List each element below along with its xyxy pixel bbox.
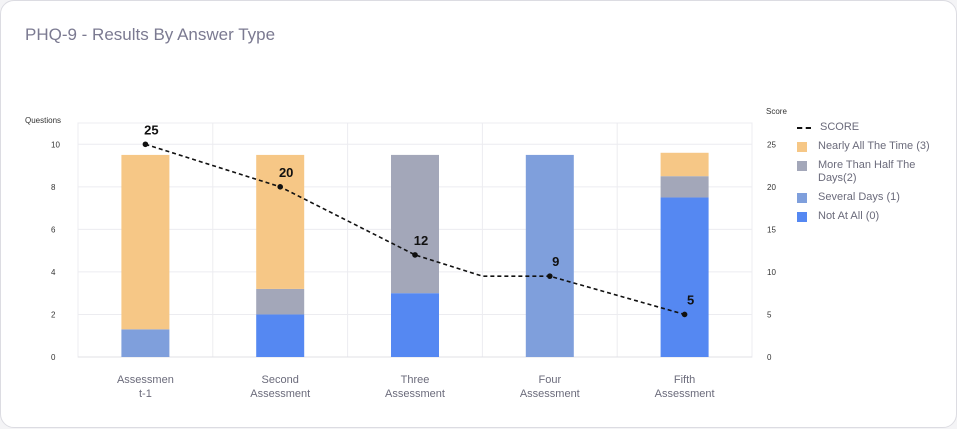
legend-label: More Than Half The Days(2) bbox=[818, 159, 916, 184]
legend-swatch bbox=[797, 193, 807, 203]
score-point bbox=[681, 311, 688, 318]
x-tick-label: Four bbox=[538, 374, 561, 386]
score-point bbox=[412, 252, 418, 258]
legend-swatch bbox=[797, 212, 807, 222]
x-tick-label: Assessment bbox=[655, 388, 715, 400]
legend-item: Several Days (1) bbox=[797, 191, 947, 204]
legend-swatch bbox=[797, 161, 807, 171]
y-left-tick-label: 10 bbox=[51, 140, 60, 149]
legend-item: SCORE bbox=[797, 121, 947, 134]
y-left-tick-label: 2 bbox=[51, 310, 56, 319]
legend-label: Nearly All The Time (3) bbox=[818, 140, 930, 152]
x-tick-label: Assessment bbox=[385, 388, 445, 400]
y-right-tick-label: 5 bbox=[767, 310, 772, 319]
bar-segment bbox=[256, 288, 305, 315]
y-left-tick-label: 8 bbox=[51, 183, 56, 192]
y-right-tick-label: 20 bbox=[767, 183, 776, 192]
bar-segment bbox=[391, 293, 439, 357]
legend-label: Several Days (1) bbox=[818, 191, 900, 203]
y-right-tick-label: 10 bbox=[767, 268, 776, 277]
y-right-tick-label: 25 bbox=[767, 140, 776, 149]
legend-item: Not At All (0) bbox=[797, 210, 947, 223]
y-left-tick-label: 0 bbox=[51, 353, 56, 362]
y-right-tick-label: 15 bbox=[767, 225, 776, 234]
bar-segment bbox=[660, 197, 709, 357]
x-tick-label: Second bbox=[262, 374, 299, 386]
bar-segment bbox=[660, 176, 709, 198]
legend-swatch bbox=[797, 127, 811, 129]
x-tick-label: t-1 bbox=[139, 388, 152, 400]
chart-legend: SCORE Nearly All The Time (3) More Than Ha… bbox=[797, 121, 947, 229]
legend-label: SCORE bbox=[820, 121, 860, 133]
bar-segment bbox=[391, 154, 439, 294]
y-left-tick-label: 6 bbox=[51, 225, 56, 234]
score-point bbox=[547, 273, 553, 279]
score-point bbox=[142, 141, 149, 148]
bar-segment bbox=[121, 154, 170, 330]
score-data-label: 20 bbox=[279, 165, 293, 180]
x-tick-label: Assessment bbox=[520, 388, 580, 400]
y-right-axis-label: Score bbox=[766, 107, 787, 116]
score-point bbox=[277, 184, 284, 190]
legend-item: More Than Half The Days(2) bbox=[797, 159, 947, 185]
y-right-tick-label: 0 bbox=[767, 353, 772, 362]
chart-title: PHQ-9 - Results By Answer Type bbox=[25, 25, 276, 44]
bar-segment bbox=[525, 154, 574, 357]
bar-segment bbox=[256, 314, 305, 357]
y-left-tick-label: 4 bbox=[51, 268, 56, 277]
x-tick-label: Three bbox=[401, 374, 430, 386]
legend-item: Nearly All The Time (3) bbox=[797, 140, 947, 153]
bar-segment bbox=[121, 329, 170, 357]
score-data-label: 9 bbox=[552, 254, 559, 269]
score-data-label: 12 bbox=[414, 233, 428, 248]
y-left-axis-label: Questions bbox=[25, 116, 61, 125]
x-tick-label: Fifth bbox=[674, 374, 695, 386]
legend-label: Not At All (0) bbox=[818, 210, 880, 222]
bar-segment bbox=[660, 152, 709, 177]
score-data-label: 5 bbox=[687, 292, 694, 307]
legend-swatch bbox=[797, 142, 807, 152]
x-tick-label: Assessmen bbox=[117, 374, 174, 386]
score-data-label: 25 bbox=[144, 122, 158, 137]
x-tick-label: Assessment bbox=[250, 388, 310, 400]
bar-segment bbox=[256, 154, 305, 289]
